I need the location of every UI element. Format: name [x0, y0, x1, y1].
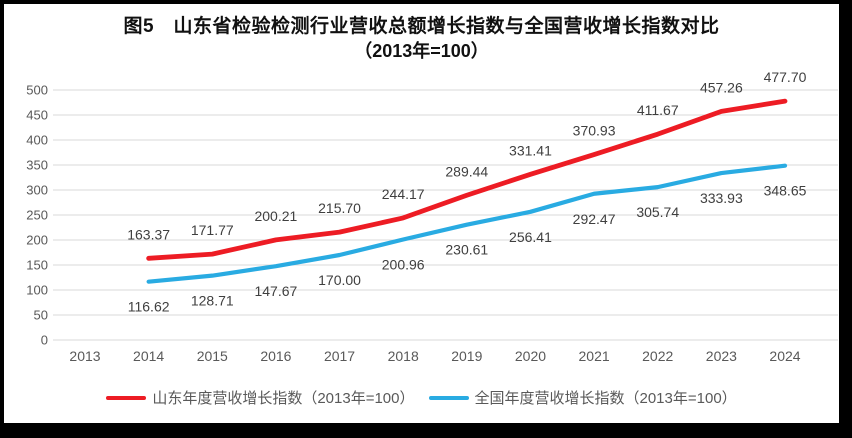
data-label-national: 333.93	[700, 190, 743, 206]
y-tick-label: 400	[26, 133, 48, 148]
x-tick-label: 2016	[260, 348, 291, 364]
y-tick-label: 300	[26, 183, 48, 198]
legend-item-shandong: 山东年度营收增长指数（2013年=100）	[106, 387, 415, 408]
data-label-national: 200.96	[382, 257, 425, 273]
x-tick-label: 2017	[324, 348, 355, 364]
data-label-national: 256.41	[509, 229, 552, 245]
data-label-shandong: 163.37	[127, 226, 170, 242]
data-label-shandong: 200.21	[254, 208, 297, 224]
x-tick-label: 2018	[388, 348, 419, 364]
data-label-shandong: 215.70	[318, 200, 361, 216]
x-tick-label: 2019	[451, 348, 482, 364]
y-tick-label: 50	[34, 308, 48, 323]
data-label-national: 305.74	[636, 204, 679, 220]
x-tick-label: 2013	[69, 348, 100, 364]
data-label-shandong: 411.67	[637, 102, 679, 118]
data-label-national: 170.00	[318, 272, 361, 288]
series-line-national	[146, 163, 788, 284]
y-tick-label: 100	[26, 283, 48, 298]
chart-panel: 0 50 100 150 200 250 300 350 400 450 500 2013 2014 20…	[4, 4, 839, 423]
data-label-national: 348.65	[764, 183, 807, 199]
legend-label-national: 全国年度营收增长指数（2013年=100）	[474, 390, 737, 407]
legend-item-national: 全国年度营收增长指数（2013年=100）	[428, 387, 737, 408]
series-line-shandong	[146, 98, 788, 261]
data-label-national: 147.67	[254, 283, 297, 299]
data-label-national: 230.61	[445, 242, 488, 258]
data-label-shandong: 331.41	[509, 142, 552, 158]
data-label-shandong: 370.93	[573, 123, 616, 139]
x-tick-label: 2021	[579, 348, 610, 364]
y-tick-label: 350	[26, 158, 48, 173]
y-tick-label: 0	[41, 333, 48, 348]
data-label-national: 116.62	[128, 299, 170, 315]
chart-subtitle: （2013年=100）	[354, 40, 489, 61]
line-chart: 0 50 100 150 200 250 300 350 400 450 500 2013 2014 20…	[26, 69, 838, 364]
y-tick-label: 500	[26, 83, 48, 98]
data-label-shandong: 457.26	[700, 79, 743, 95]
data-label-national: 292.47	[573, 211, 616, 227]
x-tick-label: 2020	[515, 348, 546, 364]
y-tick-label: 200	[26, 233, 48, 248]
legend: 山东年度营收增长指数（2013年=100） 全国年度营收增长指数（2013年=1…	[4, 387, 839, 408]
x-tick-label: 2024	[769, 348, 800, 364]
legend-label-shandong: 山东年度营收增长指数（2013年=100）	[152, 390, 415, 407]
y-tick-label: 150	[26, 258, 48, 273]
y-tick-label: 450	[26, 108, 48, 123]
red-line-swatch-icon	[106, 395, 147, 400]
data-label-shandong: 171.77	[191, 222, 234, 238]
data-label-shandong: 477.70	[764, 69, 807, 85]
y-tick-label: 250	[26, 208, 48, 223]
chart-title: 图5 山东省检验检测行业营收总额增长指数与全国营收增长指数对比	[123, 16, 720, 37]
x-tick-label: 2014	[133, 348, 164, 364]
blue-line-swatch-icon	[428, 395, 469, 400]
data-label-shandong: 244.17	[382, 186, 425, 202]
data-label-national: 128.71	[191, 293, 234, 309]
data-label-shandong: 289.44	[445, 163, 488, 179]
x-tick-label: 2015	[197, 348, 228, 364]
chart-title-block: 图5 山东省检验检测行业营收总额增长指数与全国营收增长指数对比 （2013年=1…	[4, 14, 839, 63]
x-tick-label: 2023	[706, 348, 737, 364]
x-tick-label: 2022	[642, 348, 673, 364]
